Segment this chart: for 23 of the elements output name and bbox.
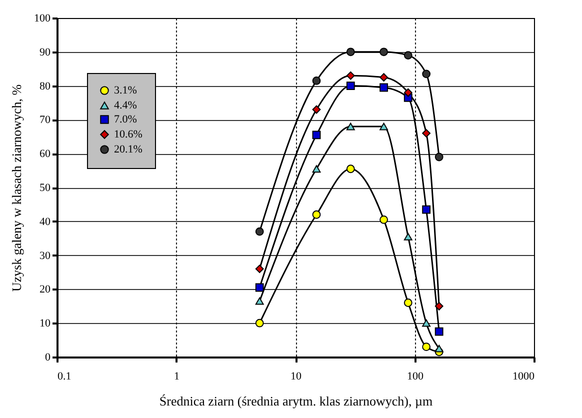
legend-label: 7.0% [114, 114, 137, 126]
x-axis-title: Średnica ziarn (średnia arytm. klas ziarnowych), µm [159, 394, 433, 408]
x-tick-label: 0.1 [58, 370, 72, 382]
x-tick-label: 10 [290, 370, 302, 382]
y-axis-title: Uzysk galeny w klasach ziarnowych, % [9, 84, 24, 292]
y-tick-label: 20 [40, 284, 51, 296]
x-tick-label: 1000 [512, 370, 535, 382]
legend-label: 3.1% [114, 84, 137, 96]
x-tick-label: 1 [174, 370, 180, 382]
legend-label: 10.6% [114, 128, 142, 140]
y-tick-label: 40 [40, 216, 51, 228]
y-tick-label: 90 [40, 46, 51, 58]
legend-label: 4.4% [114, 100, 137, 112]
y-tick-label: 10 [40, 318, 51, 330]
y-tick-label: 30 [40, 250, 51, 262]
x-tick-label: 100 [407, 370, 424, 382]
y-tick-label: 80 [40, 80, 51, 92]
legend-label: 20.1% [114, 144, 142, 156]
y-tick-label: 0 [45, 352, 51, 364]
y-tick-label: 50 [40, 182, 51, 194]
y-tick-label: 70 [40, 114, 51, 126]
y-tick-label: 60 [40, 148, 51, 160]
y-tick-label: 100 [34, 12, 51, 24]
